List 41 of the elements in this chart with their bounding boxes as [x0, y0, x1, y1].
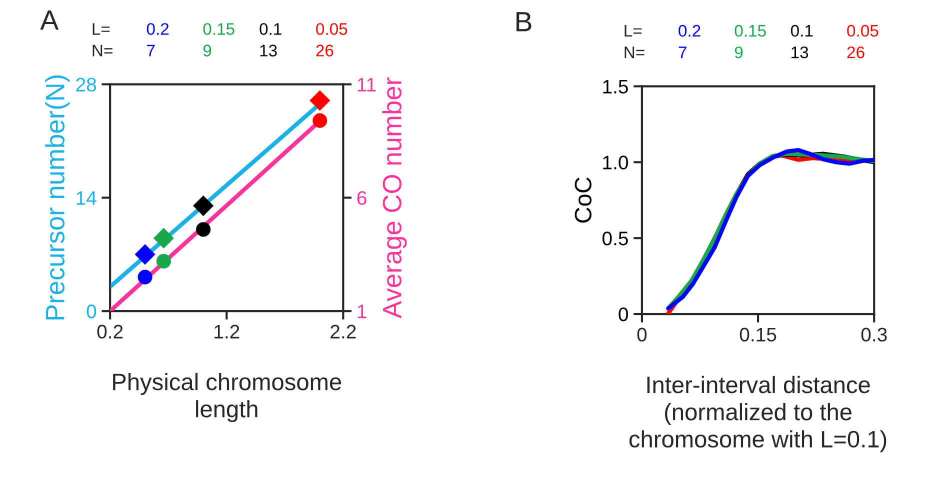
y-tick-label: 28 [76, 78, 96, 92]
y2-tick-label: 6 [357, 191, 366, 205]
x-axis-title: Physical chromosome length [113, 372, 342, 422]
y-axis-title: Precursor number(N) [45, 75, 70, 320]
text: 0.2 7 [146, 23, 169, 56]
y-tick-label: 1.5 [603, 80, 628, 94]
y-tick-label: 0.5 [602, 232, 628, 246]
x-axis-title: Inter-interval distance (normalized to the chromosome with L=0.1) [629, 376, 886, 452]
chart-title: B [516, 12, 532, 32]
y2-axis-title: Average CO number [382, 77, 407, 318]
x-tick-label: 1.2 [214, 324, 240, 338]
text: 0.2 7 [678, 24, 700, 58]
x-tick-label: 0 [637, 328, 647, 342]
text: 0.05 26 [847, 24, 878, 58]
text: L= N= [92, 23, 112, 56]
point [153, 228, 174, 248]
text: 0.1 13 [790, 24, 813, 58]
point [312, 113, 328, 128]
point [193, 195, 214, 216]
text: 0.1 13 [260, 23, 282, 56]
point [138, 270, 152, 284]
text: L= N= [624, 25, 644, 58]
chart-title: A [40, 10, 59, 30]
text: 0.15 9 [203, 23, 234, 56]
y-tick-label: 14 [76, 191, 96, 205]
x-tick-label: 0.3 [861, 328, 887, 342]
y-tick-label: 0 [86, 304, 96, 318]
x-tick-label: 2.2 [330, 324, 356, 338]
point [310, 90, 330, 111]
y-tick-label: 0 [618, 308, 628, 322]
point [156, 254, 171, 268]
point [134, 244, 156, 265]
x-tick-label: 0.2 [97, 324, 123, 339]
x-tick-label: 0.15 [740, 328, 776, 342]
y2-tick-label: 1 [358, 304, 366, 318]
text: 0.15 9 [734, 24, 766, 58]
y2-tick-label: 11 [358, 78, 376, 92]
y-tick-label: 1.0 [603, 156, 628, 170]
text: 0.05 26 [316, 23, 348, 56]
y-axis-title: CoC [574, 177, 592, 223]
point [196, 222, 211, 237]
